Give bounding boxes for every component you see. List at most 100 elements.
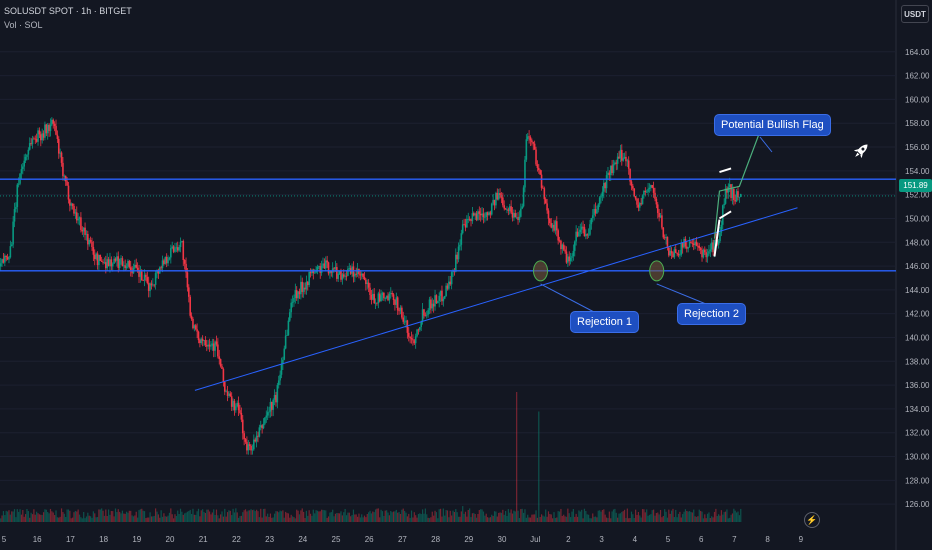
candle-body xyxy=(590,218,593,225)
candle-body xyxy=(336,267,338,279)
volume-bar xyxy=(611,511,613,522)
candle-body xyxy=(92,247,95,255)
candle-body xyxy=(493,199,496,206)
candle-body xyxy=(147,283,150,291)
volume-bar xyxy=(114,508,117,522)
volume-bar xyxy=(439,508,442,522)
candle-body xyxy=(506,209,508,211)
volume-bar xyxy=(239,516,241,522)
candle-body xyxy=(70,203,73,206)
candle-body xyxy=(502,197,504,206)
candle-body xyxy=(135,264,138,268)
volume-bar xyxy=(167,515,169,522)
candle-body xyxy=(48,124,50,132)
volume-bar xyxy=(182,514,184,522)
candle-body xyxy=(565,251,568,263)
candle-body xyxy=(186,272,189,288)
volume-bar xyxy=(576,516,579,522)
volume-bar xyxy=(700,510,702,522)
volume-bar xyxy=(594,516,597,522)
volume-bar xyxy=(419,513,421,522)
candle-body xyxy=(74,212,77,214)
volume-bar xyxy=(392,511,395,522)
candle-body xyxy=(20,169,23,174)
volume-bar xyxy=(9,514,11,522)
x-tick-label: 5 xyxy=(666,535,671,544)
candle-body xyxy=(345,275,348,277)
volume-bar xyxy=(286,512,288,522)
volume-bar xyxy=(242,512,244,522)
candle-body xyxy=(197,331,200,341)
volume-bar xyxy=(617,517,619,522)
lightning-icon[interactable]: ⚡ xyxy=(804,512,820,528)
volume-bar xyxy=(669,513,671,522)
candle-body xyxy=(165,256,168,264)
volume-bar xyxy=(511,513,514,522)
volume-bar xyxy=(687,511,689,522)
candle-body xyxy=(413,340,416,344)
candle-body xyxy=(293,298,295,302)
candle-body xyxy=(344,275,346,277)
volume-bar xyxy=(372,511,374,522)
candle-body xyxy=(683,238,685,248)
candle-body xyxy=(672,253,674,258)
volume-bar xyxy=(582,518,584,522)
volume-bar xyxy=(99,509,101,522)
candle-body xyxy=(723,203,725,206)
candle-body xyxy=(666,236,669,248)
candle-body xyxy=(615,162,618,164)
volume-bar xyxy=(235,508,237,522)
candle-body xyxy=(91,241,93,248)
volume-bar xyxy=(48,513,50,522)
candle-body xyxy=(136,267,139,271)
candle-body xyxy=(183,259,186,264)
volume-bar xyxy=(442,508,444,522)
volume-bar xyxy=(163,513,165,522)
candle-body xyxy=(641,195,644,205)
volume-bar xyxy=(56,517,58,522)
volume-bar xyxy=(200,510,202,522)
candle-body xyxy=(571,256,573,258)
volume-bar xyxy=(646,509,648,522)
volume-bar xyxy=(124,513,126,522)
volume-bar xyxy=(171,514,173,522)
candle-body xyxy=(41,133,43,141)
volume-bar xyxy=(430,517,432,522)
volume-bar xyxy=(221,511,223,522)
rejection-marker xyxy=(649,260,665,282)
currency-button[interactable]: USDT xyxy=(901,5,929,23)
volume-bar xyxy=(224,508,226,522)
volume-bar xyxy=(593,516,595,522)
volume-bar xyxy=(540,514,543,522)
volume-bar xyxy=(42,512,45,522)
volume-bar xyxy=(269,513,272,522)
volume-bar xyxy=(117,509,119,522)
candle-body xyxy=(66,181,68,186)
x-tick-label: 30 xyxy=(498,535,507,544)
volume-bar xyxy=(160,510,162,522)
candle-body xyxy=(348,268,351,269)
x-tick-label: 28 xyxy=(431,535,440,544)
volume-bar xyxy=(446,510,449,522)
candle-body xyxy=(630,181,633,186)
volume-bar xyxy=(66,509,68,522)
volume-bar xyxy=(502,509,504,522)
candle-body xyxy=(478,211,481,214)
volume-bar xyxy=(359,517,361,522)
candle-body xyxy=(679,254,681,256)
candle-body xyxy=(449,281,452,285)
candle-body xyxy=(681,242,684,248)
x-tick-label: 2 xyxy=(566,535,571,544)
candle-body xyxy=(4,255,6,263)
volume-bar xyxy=(282,510,284,522)
volume-bar xyxy=(621,511,623,522)
volume-bar xyxy=(712,517,714,522)
volume-bar xyxy=(96,517,99,522)
volume-bar xyxy=(524,509,526,522)
volume-legend: Vol · SOL xyxy=(4,20,43,30)
candle-body xyxy=(575,231,577,242)
candle-body xyxy=(625,156,627,162)
volume-bar xyxy=(26,508,28,522)
candle-body xyxy=(157,269,160,274)
